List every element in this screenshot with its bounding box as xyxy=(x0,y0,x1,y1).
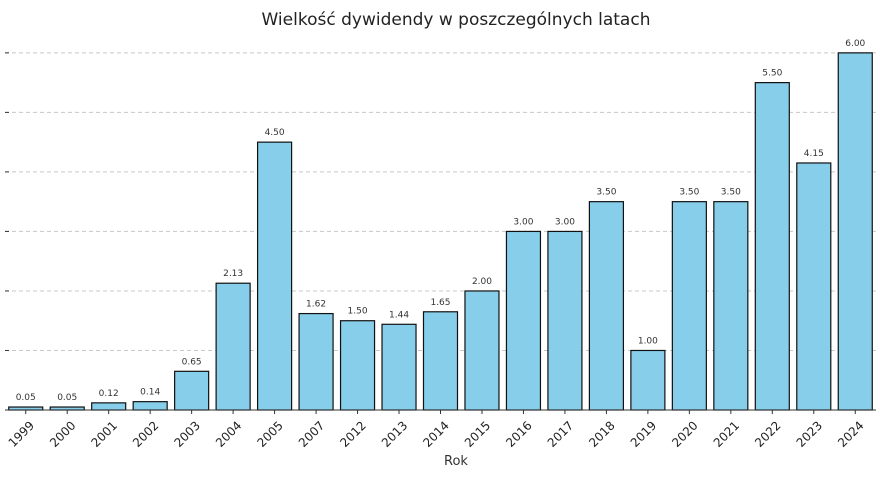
data-label-2012: 1.50 xyxy=(348,307,368,317)
x-tick-label-2012: 2012 xyxy=(337,418,368,449)
bar-2020 xyxy=(671,201,707,411)
data-label-2007: 1.62 xyxy=(306,300,326,310)
x-tick-label-2002: 2002 xyxy=(130,418,161,449)
data-label-2005: 4.50 xyxy=(265,128,285,138)
bar-2007 xyxy=(298,312,334,411)
x-tick-label-2015: 2015 xyxy=(462,418,493,449)
data-label-2020: 3.50 xyxy=(679,188,699,198)
data-label-2017: 3.00 xyxy=(555,217,575,227)
data-label-2024: 6.00 xyxy=(845,39,865,49)
bar-2018 xyxy=(588,201,625,411)
bar-2021 xyxy=(713,201,749,411)
data-label-2003: 0.65 xyxy=(182,357,202,367)
data-label-2002: 0.14 xyxy=(140,388,160,398)
data-label-2018: 3.50 xyxy=(596,188,616,198)
x-tick-label-2003: 2003 xyxy=(171,418,202,449)
bar-2016 xyxy=(505,230,542,411)
x-tick-label-2019: 2019 xyxy=(628,418,659,449)
x-tick-label-2017: 2017 xyxy=(545,418,576,449)
data-label-2016: 3.00 xyxy=(513,217,533,227)
bar-2022 xyxy=(754,82,790,411)
bar-2013 xyxy=(381,323,417,411)
x-tick-label-2014: 2014 xyxy=(420,418,451,449)
bar-2012 xyxy=(339,320,376,411)
x-tick-label-2018: 2018 xyxy=(586,418,617,449)
x-tick-label-2007: 2007 xyxy=(296,418,327,449)
data-label-2023: 4.15 xyxy=(804,149,824,159)
x-tick-label-2020: 2020 xyxy=(669,418,700,449)
bar-2017 xyxy=(547,230,583,411)
x-tick-label-1999: 1999 xyxy=(6,418,37,449)
x-tick-label-2001: 2001 xyxy=(89,418,120,449)
bar-2014 xyxy=(422,311,459,411)
data-label-2015: 2.00 xyxy=(472,277,492,287)
data-label-2001: 0.12 xyxy=(99,389,119,399)
data-label-2013: 1.44 xyxy=(389,310,409,320)
data-labels-group: 0.05 0.05 0.12 0.14 0.65 2.13 4.50 1.62 1.50 1.44… xyxy=(16,39,866,403)
data-label-2014: 1.65 xyxy=(430,298,450,308)
data-label-2022: 5.50 xyxy=(762,69,782,79)
x-tick-label-2000: 2000 xyxy=(47,418,78,449)
x-tick-label-2021: 2021 xyxy=(711,418,742,449)
x-tick-label-2024: 2024 xyxy=(835,418,866,449)
bar-2001 xyxy=(91,402,127,411)
bars-group xyxy=(8,52,873,411)
x-tick-label-2023: 2023 xyxy=(794,418,825,449)
chart-title: Wielkość dywidendy w poszczególnych lata… xyxy=(262,10,651,30)
x-tick-label-2013: 2013 xyxy=(379,418,410,449)
bar-2024 xyxy=(837,52,873,411)
bar-2015 xyxy=(464,290,500,411)
data-label-1999: 0.05 xyxy=(16,393,36,403)
data-label-2019: 1.00 xyxy=(638,336,658,346)
bar-2002 xyxy=(132,401,168,411)
bar-2019 xyxy=(630,349,666,411)
bar-2003 xyxy=(174,370,210,411)
data-label-2004: 2.13 xyxy=(223,269,243,279)
x-tick-label-2005: 2005 xyxy=(254,418,285,449)
x-tick-label-2004: 2004 xyxy=(213,418,244,449)
bar-2004 xyxy=(215,282,251,411)
x-axis-label: Rok xyxy=(444,454,468,469)
bar-2023 xyxy=(796,162,832,411)
data-label-2000: 0.05 xyxy=(57,393,77,403)
data-label-2021: 3.50 xyxy=(721,188,741,198)
bar-2005 xyxy=(256,141,293,411)
x-tick-labels-group: 1999 2000 2001 2002 2003 2004 2005 2007 2012 2013… xyxy=(6,410,867,450)
x-tick-label-2022: 2022 xyxy=(752,418,783,449)
x-tick-label-2016: 2016 xyxy=(503,418,534,449)
